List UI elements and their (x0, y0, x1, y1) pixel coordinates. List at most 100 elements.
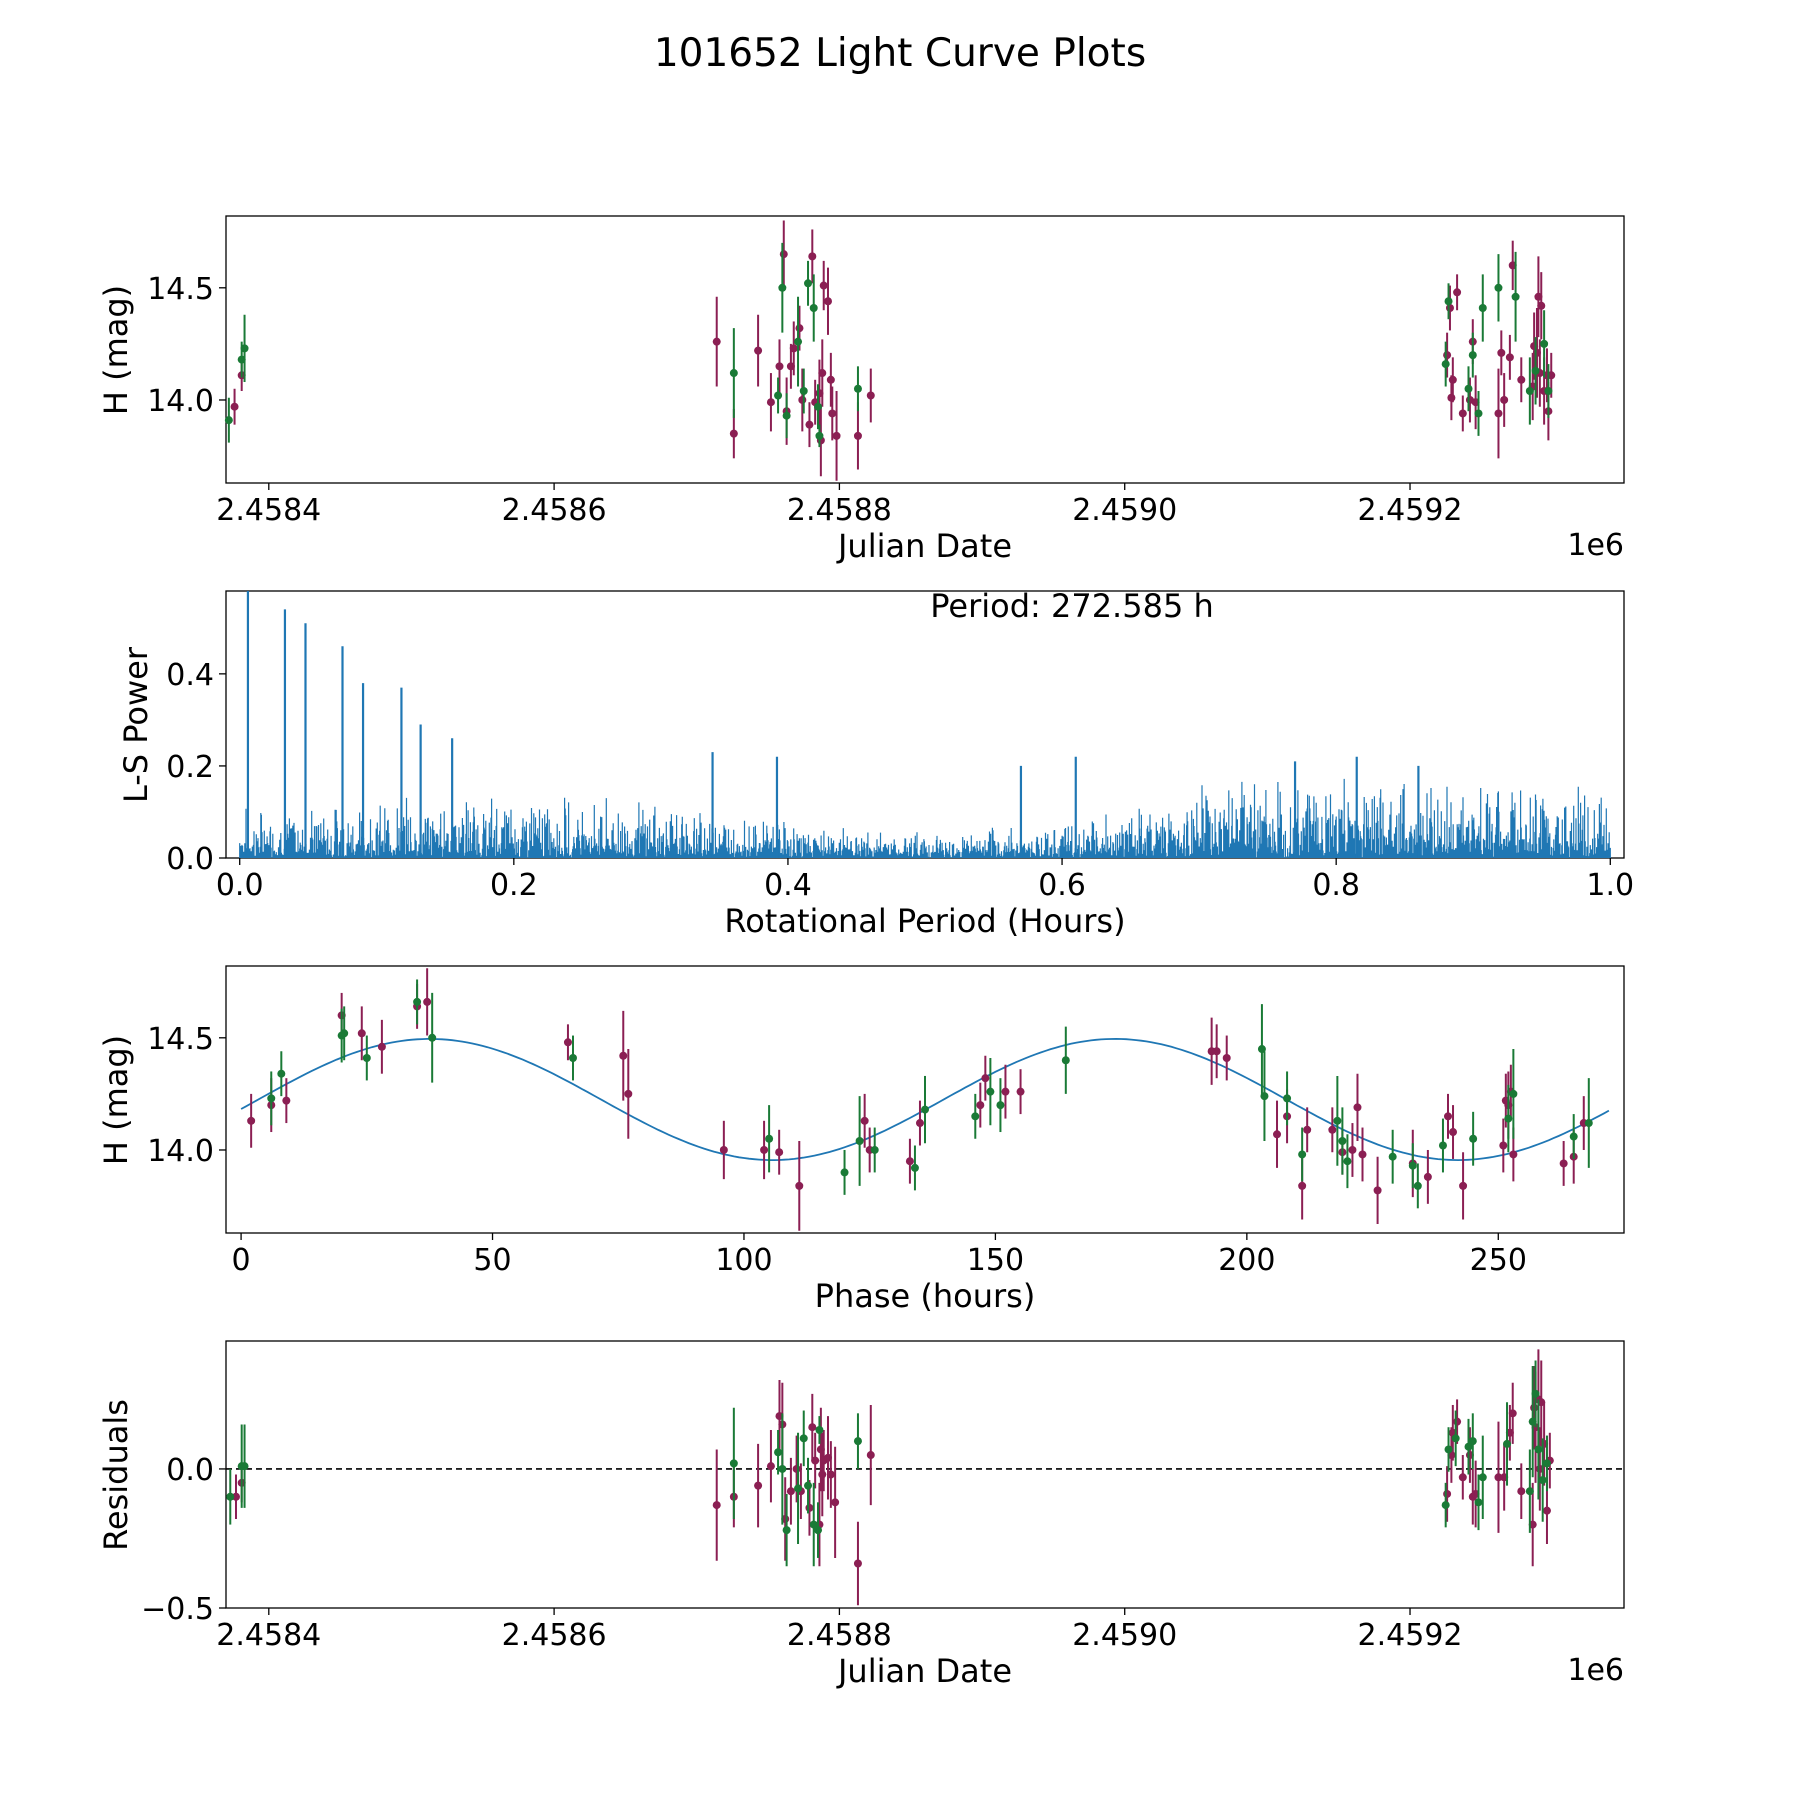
data-point (719, 1145, 728, 1154)
phase-frame (225, 965, 1625, 1234)
data-point (1504, 1114, 1513, 1123)
data-point (799, 1434, 808, 1443)
data-point (782, 1526, 791, 1535)
x-tick-label: 0.6 (1038, 868, 1086, 903)
data-point (782, 411, 791, 420)
residuals-panel: 2.4584 2.4586 2.4588 2.4590 2.4592 −0.5 0.0 J… (97, 1340, 1625, 1690)
data-point (915, 1119, 924, 1128)
data-point (804, 279, 813, 288)
periodogram-y-ticks: 0.0 0.2 0.4 (166, 658, 226, 877)
data-point (971, 1112, 980, 1121)
data-point (805, 420, 814, 429)
data-point (1408, 1161, 1417, 1170)
data-point (563, 1038, 572, 1047)
data-point (814, 402, 823, 411)
x-tick-label: 2.4592 (1358, 493, 1463, 528)
periodogram-x-ticks: 0.0 0.2 0.4 0.6 0.8 1.0 (216, 858, 1634, 903)
data-point (1499, 1141, 1508, 1150)
data-point (1448, 375, 1457, 384)
data-point (1538, 1476, 1547, 1485)
data-point (413, 997, 422, 1006)
lightcurve-y-ticks: 14.0 14.5 (147, 272, 226, 419)
data-point (1537, 301, 1546, 310)
data-point (775, 1148, 784, 1157)
data-point (1542, 1459, 1551, 1468)
data-point (1298, 1150, 1307, 1159)
data-point (786, 1487, 795, 1496)
data-point (1517, 375, 1526, 384)
y-tick-label: 0.0 (166, 842, 214, 877)
data-point (809, 303, 818, 312)
periodogram-x-label: Rotational Period (Hours) (724, 902, 1125, 940)
residuals-y-label: Residuals (97, 1399, 135, 1551)
data-point (1468, 351, 1477, 360)
data-point (866, 391, 875, 400)
data-point (1509, 1150, 1518, 1159)
data-point (1338, 1137, 1347, 1146)
data-point (1534, 1445, 1543, 1454)
data-point (423, 997, 432, 1006)
residuals-x-ticks: 2.4584 2.4586 2.4588 2.4590 2.4592 (216, 1608, 1463, 1653)
data-point (1445, 303, 1454, 312)
data-point (230, 402, 239, 411)
data-point (1531, 366, 1540, 375)
data-point (766, 398, 775, 407)
data-point (1468, 1437, 1477, 1446)
data-point (1353, 1103, 1362, 1112)
data-point (1447, 393, 1456, 402)
data-point (766, 1462, 775, 1471)
lightcurve-frame (225, 215, 1625, 484)
data-point (1343, 1157, 1352, 1166)
data-point (760, 1145, 769, 1154)
data-point (1222, 1053, 1231, 1062)
data-point (226, 1492, 235, 1501)
data-point (754, 346, 763, 355)
y-tick-label: 0.2 (166, 750, 214, 785)
data-point (1464, 384, 1473, 393)
data-point (231, 1492, 240, 1501)
data-point (428, 1033, 437, 1042)
phase-x-ticks: 0 50 100 150 200 250 (232, 1233, 1527, 1278)
x-tick-label: 2.4590 (1072, 493, 1177, 528)
data-point (1584, 1119, 1593, 1128)
data-point (1212, 1047, 1221, 1056)
data-point (240, 1462, 249, 1471)
data-point (1443, 1112, 1452, 1121)
data-point (1001, 1087, 1010, 1096)
residuals-x-offset: 1e6 (1567, 1653, 1624, 1688)
data-point (981, 1074, 990, 1083)
data-point (1508, 1409, 1517, 1418)
data-point (1438, 1141, 1447, 1150)
x-tick-label: 2.4586 (502, 493, 607, 528)
data-point (828, 409, 837, 418)
data-point (826, 375, 835, 384)
y-tick-label: 14.5 (147, 272, 214, 307)
data-point (774, 1448, 783, 1457)
data-point (712, 1501, 721, 1510)
data-point (357, 1029, 366, 1038)
x-tick-label: 2.4588 (787, 493, 892, 528)
data-point (853, 431, 862, 440)
residuals-x-label: Julian Date (836, 1652, 1012, 1690)
data-point (1469, 1134, 1478, 1143)
x-tick-label: 2.4584 (216, 493, 321, 528)
data-point (240, 344, 249, 353)
x-tick-label: 2.4586 (502, 1618, 607, 1653)
data-point (1061, 1056, 1070, 1065)
data-point (340, 1029, 349, 1038)
x-tick-label: 0.4 (764, 868, 812, 903)
data-point (1273, 1130, 1282, 1139)
y-tick-label: 0.0 (166, 1453, 214, 1488)
data-point (778, 1464, 787, 1473)
figure-title: 101652 Light Curve Plots (654, 31, 1146, 76)
data-point (996, 1101, 1005, 1110)
data-point (808, 1423, 817, 1432)
phase-marks (240, 968, 1610, 1231)
data-point (1444, 1445, 1453, 1454)
data-point (815, 1426, 824, 1434)
data-point (1283, 1094, 1292, 1103)
data-point (712, 337, 721, 346)
lightcurve-panel: 2.4584 2.4586 2.4588 2.4590 2.4592 14.014.5 … (97, 215, 1625, 565)
data-point (1474, 409, 1483, 418)
